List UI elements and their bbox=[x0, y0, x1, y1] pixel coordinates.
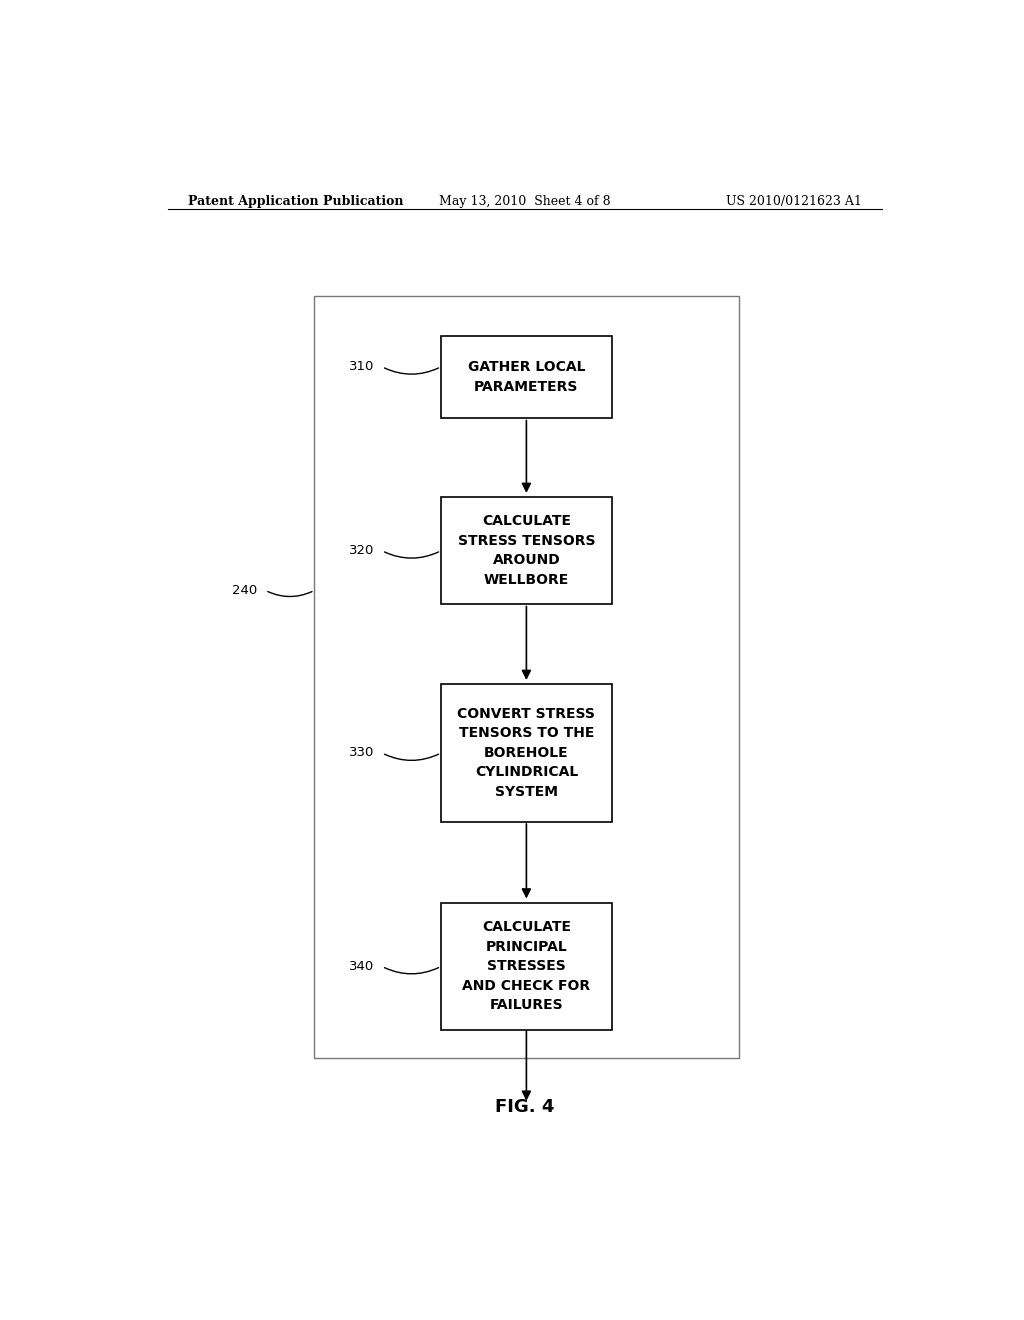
Text: 330: 330 bbox=[348, 747, 374, 759]
Text: GATHER LOCAL
PARAMETERS: GATHER LOCAL PARAMETERS bbox=[468, 360, 585, 393]
Text: US 2010/0121623 A1: US 2010/0121623 A1 bbox=[726, 195, 862, 209]
Text: 240: 240 bbox=[232, 583, 257, 597]
Text: Patent Application Publication: Patent Application Publication bbox=[187, 195, 403, 209]
Bar bbox=[441, 903, 611, 1030]
Bar bbox=[441, 337, 611, 417]
Bar bbox=[441, 684, 611, 821]
Bar bbox=[314, 296, 739, 1057]
Text: 340: 340 bbox=[349, 960, 374, 973]
Text: CALCULATE
STRESS TENSORS
AROUND
WELLBORE: CALCULATE STRESS TENSORS AROUND WELLBORE bbox=[458, 515, 595, 587]
Text: 310: 310 bbox=[348, 360, 374, 374]
Text: CALCULATE
PRINCIPAL
STRESSES
AND CHECK FOR
FAILURES: CALCULATE PRINCIPAL STRESSES AND CHECK F… bbox=[462, 920, 591, 1012]
Bar bbox=[441, 498, 611, 605]
Text: May 13, 2010  Sheet 4 of 8: May 13, 2010 Sheet 4 of 8 bbox=[439, 195, 610, 209]
Text: CONVERT STRESS
TENSORS TO THE
BOREHOLE
CYLINDRICAL
SYSTEM: CONVERT STRESS TENSORS TO THE BOREHOLE C… bbox=[458, 708, 595, 799]
Text: 320: 320 bbox=[348, 544, 374, 557]
Text: FIG. 4: FIG. 4 bbox=[496, 1098, 554, 1115]
